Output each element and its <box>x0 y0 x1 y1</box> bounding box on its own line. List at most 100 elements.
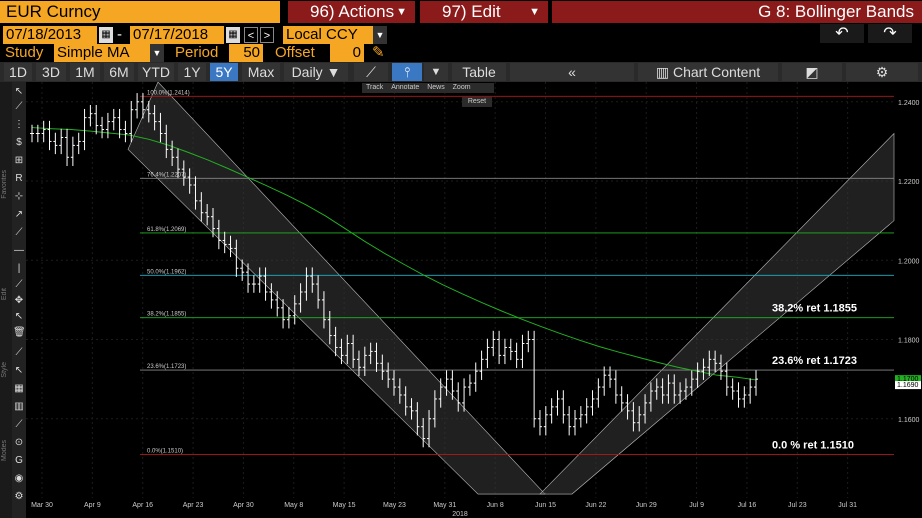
annotate-button[interactable]: Annotate <box>391 84 420 91</box>
style-icon[interactable]: ⟋ <box>15 347 23 358</box>
offset-input[interactable]: 0 <box>330 44 364 62</box>
price-bar <box>170 140 175 166</box>
g-icon[interactable]: G <box>15 455 23 466</box>
study-select[interactable]: Simple MA <box>54 44 150 62</box>
price-bar <box>135 93 140 119</box>
brush-icon[interactable]: ⟋ <box>15 419 23 430</box>
y-tick-label: 1.2200 <box>898 179 920 186</box>
bar-icon[interactable]: $ <box>16 137 22 148</box>
price-bar <box>117 108 122 139</box>
arrow-icon[interactable]: ↖ <box>14 365 24 376</box>
range-button-1m[interactable]: 1M <box>70 63 100 81</box>
trend-icon[interactable]: ↗ <box>14 209 24 220</box>
chart-content-button[interactable]: ▥ Chart Content <box>638 63 778 81</box>
chevron-left-icon[interactable]: < <box>244 27 258 43</box>
price-bar <box>181 160 186 186</box>
tool-icon[interactable]: ⋮ <box>14 119 24 130</box>
price-bar <box>637 406 642 432</box>
x-tick-label: Jul 9 <box>689 502 704 509</box>
table-button[interactable]: Table <box>452 63 506 81</box>
bar-type-icon[interactable]: ⊞ <box>14 155 24 166</box>
x-tick-label: Apr 16 <box>132 502 153 509</box>
price-bar <box>222 231 227 254</box>
draw-icon[interactable]: ⟋ <box>15 279 23 290</box>
price-bar <box>59 128 64 155</box>
price-bars <box>30 93 758 448</box>
range-button-1d[interactable]: 1D <box>4 63 32 81</box>
fib-level-label: 50.0%(1.1962) <box>147 269 186 275</box>
x-tick-label: Jul 23 <box>788 502 807 509</box>
calendar-icon[interactable]: ▦ <box>99 27 113 43</box>
price-bar <box>403 386 408 416</box>
bar-chart-icon[interactable]: ⫯ <box>392 63 422 81</box>
horizontal-line-icon[interactable]: — <box>14 245 24 256</box>
fib-level-label: 61.8%(1.2069) <box>147 227 186 233</box>
price-bar <box>502 338 507 365</box>
tool-strip <box>12 82 26 518</box>
price-bar <box>625 394 630 420</box>
mode-icon[interactable]: ⊙ <box>14 437 24 448</box>
delete-icon[interactable]: 🗑 <box>13 327 26 338</box>
retracement-annotation: 38.2% ret 1.1855 <box>772 303 857 315</box>
channel-icon[interactable]: ⊹ <box>14 191 24 202</box>
fib-level-label: 23.6%(1.1723) <box>147 364 186 370</box>
price-bar <box>672 374 677 404</box>
actions-menu[interactable]: 96) Actions ▼ <box>288 1 415 23</box>
chevron-down-icon[interactable]: ▼ <box>373 26 387 44</box>
chevron-down-icon[interactable]: ▼ <box>150 44 164 62</box>
range-button-ytd[interactable]: YTD <box>138 63 174 81</box>
range-button-3d[interactable]: 3D <box>36 63 66 81</box>
range-button-5y[interactable]: 5Y <box>210 63 238 81</box>
layout-icon[interactable]: ▥ <box>14 401 24 412</box>
x-tick-label: Jun 15 <box>535 502 556 509</box>
edit-chart-icon[interactable]: ◩ <box>782 63 842 81</box>
frequency-select[interactable]: Daily ▼ <box>284 63 348 81</box>
edit-menu[interactable]: 97) Edit ▼ <box>420 1 548 23</box>
frequency-label: Daily <box>291 64 323 80</box>
moving-average <box>31 127 757 381</box>
price-chart[interactable]: 100.0%(1.2414) 76.4%(1.2207) 61.8%(1.2069)… <box>0 82 922 518</box>
news-button[interactable]: News <box>427 84 445 91</box>
gear-icon[interactable]: ⚙ <box>14 491 24 502</box>
price-bar <box>76 132 81 155</box>
track-button[interactable]: Track <box>366 84 384 91</box>
move-icon[interactable]: ✥ <box>14 295 24 306</box>
price-bar <box>211 207 215 238</box>
start-date-input[interactable]: 07/18/2013 <box>3 26 97 44</box>
ray-icon[interactable]: ⟋ <box>15 227 23 238</box>
retracement-annotation: 0.0 % ret 1.1510 <box>772 439 854 451</box>
period-input[interactable]: 50 <box>229 44 263 62</box>
cursor-icon[interactable]: ↖ <box>14 86 24 97</box>
undo-icon[interactable]: ↶ <box>820 24 864 43</box>
calendar-icon[interactable]: ▦ <box>226 27 240 43</box>
fib-level-label: 100.0%(1.2414) <box>147 90 190 96</box>
eye-icon[interactable]: ◉ <box>14 473 24 484</box>
range-button-max[interactable]: Max <box>242 63 280 81</box>
text-tool-icon[interactable]: R <box>15 173 23 184</box>
color-icon[interactable]: ▦ <box>14 383 24 394</box>
fib-level-label: 76.4%(1.2207) <box>147 172 186 178</box>
price-bar <box>111 108 116 131</box>
gear-icon[interactable]: ⚙ <box>846 63 918 81</box>
currency-select[interactable]: Local CCY <box>283 26 373 44</box>
line-icon[interactable]: ⟋ <box>15 101 23 112</box>
security-field[interactable]: EUR Curncy <box>0 1 280 23</box>
pencil-icon[interactable]: ✎ <box>372 44 385 61</box>
chevron-down-icon[interactable]: ▼ <box>424 63 448 81</box>
end-date-input[interactable]: 07/17/2018 <box>130 26 224 44</box>
x-tick-label: Apr 23 <box>183 502 204 509</box>
double-chevron-left-icon[interactable]: « <box>510 63 634 81</box>
reset-button[interactable]: Reset <box>462 97 492 107</box>
segment-icon[interactable]: | <box>17 263 21 274</box>
redo-icon[interactable]: ↷ <box>868 24 912 43</box>
chevron-right-icon[interactable]: > <box>260 27 274 43</box>
range-button-6m[interactable]: 6M <box>104 63 134 81</box>
price-bar <box>695 362 700 388</box>
range-button-1y[interactable]: 1Y <box>178 63 206 81</box>
zoom-button[interactable]: Zoom <box>452 84 471 91</box>
price-bar <box>473 362 478 392</box>
line-chart-icon[interactable]: ⟋ <box>354 63 388 81</box>
price-bar <box>567 406 572 436</box>
price-bar <box>590 390 595 416</box>
pointer-icon[interactable]: ↖ <box>14 311 24 322</box>
